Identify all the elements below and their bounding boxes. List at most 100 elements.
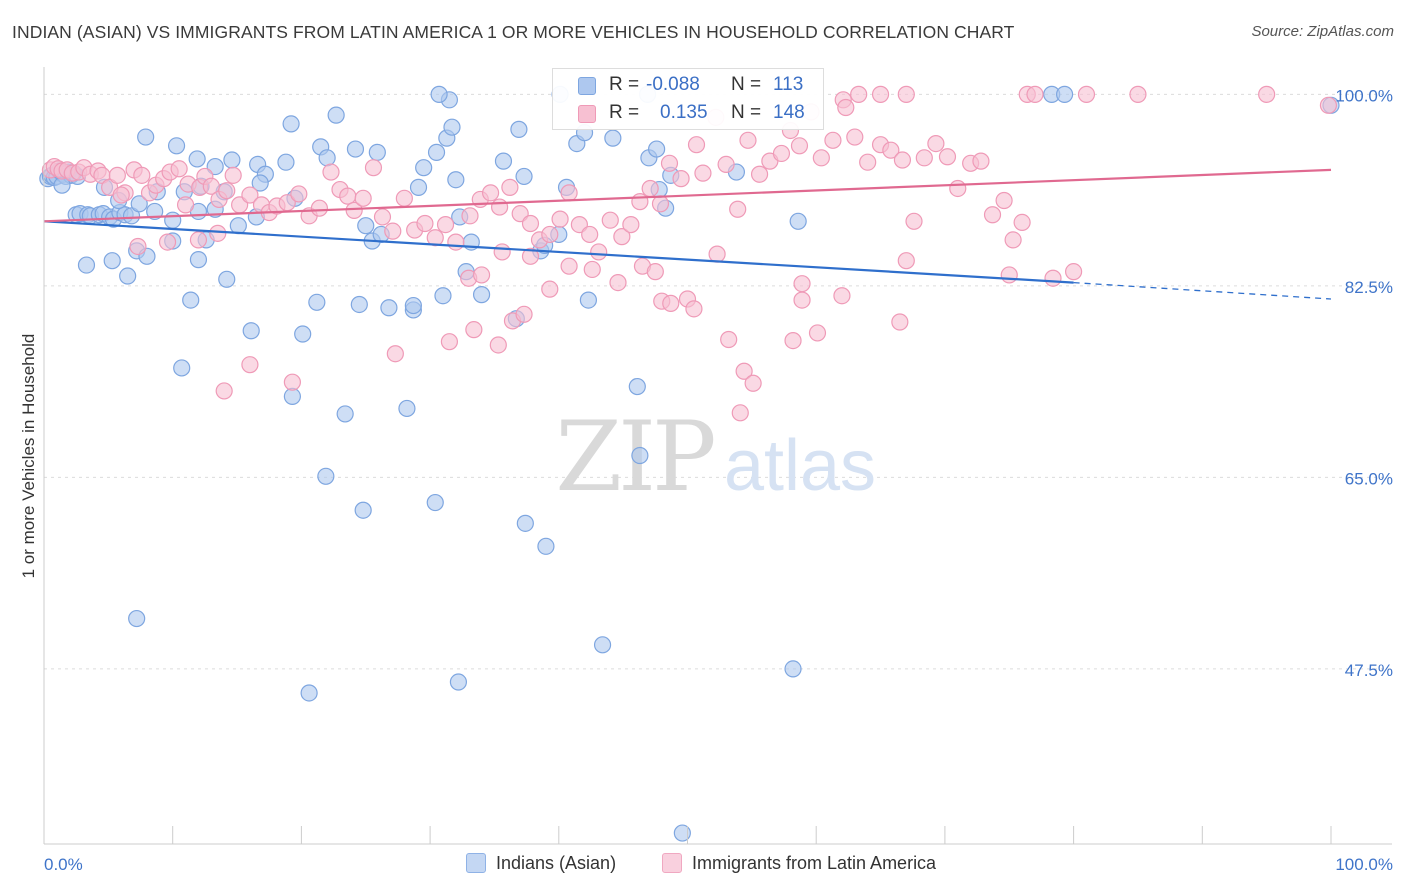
latin-point-92 — [893, 151, 912, 169]
latin-america-n-value: 148 — [773, 102, 805, 123]
indian-point-24 — [77, 256, 96, 274]
latin-point-78 — [739, 131, 757, 149]
grid-layer — [44, 93, 1392, 670]
indian-point-114 — [593, 636, 612, 654]
y-tick-label-0: 100.0% — [1335, 86, 1393, 105]
latin-point-76 — [717, 155, 735, 173]
indian-point-31 — [189, 251, 208, 269]
latin-point-128 — [720, 330, 738, 349]
indian-point-107 — [628, 377, 646, 396]
trend-line-latin-america — [43, 168, 1332, 223]
latin-point-97 — [949, 179, 967, 198]
indian-point-96 — [294, 325, 312, 343]
latin-point-68 — [631, 193, 649, 211]
latin-point-34 — [290, 185, 308, 203]
latin-america-r-label: R = — [609, 102, 640, 123]
latin-point-88 — [846, 128, 864, 146]
latin-america-n-label: N = — [731, 102, 762, 123]
latin-point-113 — [521, 247, 540, 265]
latin-point-112 — [493, 243, 511, 261]
legend-label-indians: Indians (Asian) — [496, 852, 617, 873]
latin-point-57 — [521, 214, 540, 233]
trend-line-indians — [43, 220, 1074, 284]
latin-point-95 — [927, 135, 945, 153]
latin-point-106 — [176, 196, 195, 214]
chart-title: INDIAN (ASIAN) VS IMMIGRANTS FROM LATIN … — [12, 22, 1015, 42]
latin-point-48 — [426, 229, 444, 247]
indian-point-62 — [357, 217, 375, 235]
chart-source: Source: ZipAtlas.com — [1251, 23, 1394, 40]
label-layer: 100.0% 82.5% 65.0% 47.5% 0.0% 100.0% 1 or more… — [19, 86, 1393, 874]
indian-point-75 — [447, 171, 465, 189]
indian-point-56 — [282, 115, 300, 133]
y-tick-label-3: 47.5% — [1345, 661, 1393, 680]
latin-point-91 — [882, 141, 900, 159]
latin-point-70 — [651, 195, 670, 213]
latin-point-119 — [609, 273, 627, 292]
indian-point-117 — [784, 660, 802, 678]
latin-point-143 — [465, 321, 483, 339]
latin-point-89 — [859, 153, 877, 171]
indian-point-54 — [251, 174, 269, 192]
stats-legend: R = -0.088 N = 113 R = 0.135 N = 148 — [552, 68, 824, 130]
latin-point-53 — [481, 184, 500, 202]
latin-point-61 — [560, 184, 578, 202]
latin-point-103 — [1013, 213, 1031, 231]
latin-point-37 — [322, 163, 340, 181]
indian-point-46 — [223, 151, 241, 169]
latin-point-148 — [837, 98, 855, 117]
indian-point-23 — [122, 207, 141, 225]
legend-item-latin-america[interactable]: Immigrants from Latin America — [662, 852, 936, 874]
y-tick-label-2: 65.0% — [1345, 469, 1393, 488]
latin-point-139 — [744, 374, 762, 392]
indian-point-119 — [430, 85, 448, 103]
legend-swatch-latin-america — [662, 853, 682, 874]
stats-legend-row-indians: R = -0.088 N = 113 — [553, 72, 823, 100]
latin-point-144 — [386, 345, 404, 363]
x-tick-label-min: 0.0% — [44, 855, 83, 874]
indian-point-99 — [434, 287, 452, 305]
indian-point-61 — [368, 143, 386, 161]
indian-point-95 — [182, 291, 200, 309]
latin-point-123 — [662, 294, 680, 312]
indian-point-82 — [515, 167, 533, 186]
latin-point-130 — [808, 324, 827, 342]
series-legend: Indians (Asian) Immigrants from Latin Am… — [0, 852, 1406, 878]
indians-swatch — [578, 77, 596, 95]
indian-point-37 — [164, 211, 182, 229]
indian-point-65 — [350, 295, 368, 314]
latin-point-107 — [129, 237, 147, 256]
indian-point-70 — [415, 159, 433, 177]
latin-point-67 — [622, 215, 640, 234]
latin-point-127 — [793, 275, 811, 293]
latin-point-54 — [490, 198, 509, 216]
indian-point-36 — [146, 202, 164, 221]
indian-point-49 — [277, 153, 295, 171]
indian-point-73 — [443, 118, 461, 136]
latin-point-118 — [583, 260, 601, 279]
stats-legend-row-latin-america: R = 0.135 N = 148 — [553, 100, 823, 128]
latin-point-126 — [708, 245, 726, 263]
y-tick-label-1: 82.5% — [1345, 278, 1393, 297]
latin-point-93 — [905, 212, 923, 230]
latin-point-125 — [685, 300, 703, 318]
latin-point-111 — [472, 266, 491, 284]
legend-item-indians[interactable]: Indians (Asian) — [466, 852, 616, 874]
latin-point-135 — [1000, 266, 1018, 284]
latin-point-145 — [241, 356, 259, 374]
latin-point-153 — [1026, 85, 1044, 103]
latin-point-44 — [384, 222, 402, 240]
indians-r-value: -0.088 — [646, 74, 700, 95]
latin-point-108 — [112, 186, 130, 204]
indian-point-111 — [426, 493, 444, 512]
latin-point-12 — [108, 166, 126, 184]
latin-point-40 — [345, 201, 363, 219]
latin-point-136 — [1064, 263, 1083, 281]
legend-swatch-indians — [466, 853, 486, 874]
indian-point-59 — [327, 106, 345, 124]
indian-point-101 — [579, 291, 598, 309]
latin-point-109 — [158, 233, 177, 251]
indian-point-110 — [354, 501, 372, 519]
indian-point-113 — [128, 609, 146, 628]
